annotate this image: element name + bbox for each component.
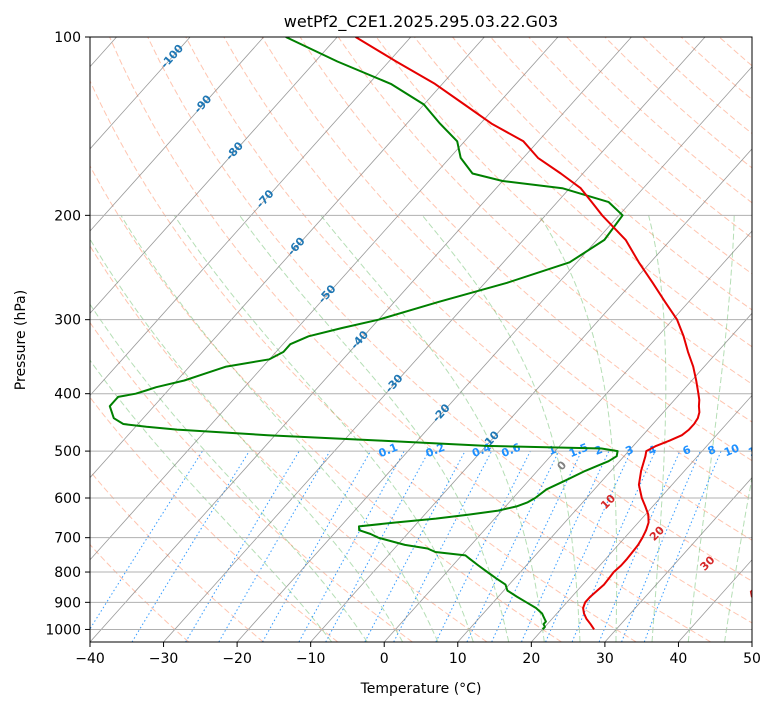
moist-adiabat-line bbox=[173, 215, 474, 642]
moist-adiabat-line bbox=[538, 215, 618, 642]
x-axis-ticks: −40 −30 −20 −10 0 10 20 30 40 50 bbox=[75, 642, 761, 667]
isotherm-line bbox=[310, 148, 752, 642]
moist-adiabat-line bbox=[239, 215, 510, 642]
dry-adiabat-line bbox=[90, 79, 637, 642]
y-tick-label: 400 bbox=[54, 387, 81, 403]
dry-adiabat-line bbox=[185, 37, 752, 582]
y-tick-label: 200 bbox=[54, 208, 81, 224]
mixing-ratio-label: 13 bbox=[746, 442, 765, 460]
plot-frame bbox=[89, 36, 753, 643]
isotherm-line bbox=[90, 37, 191, 150]
moist-adiabat-line bbox=[724, 474, 752, 642]
x-tick-label: 50 bbox=[743, 651, 761, 667]
isotherm-line bbox=[90, 37, 264, 232]
x-axis-label: Temperature (°C) bbox=[360, 681, 482, 697]
moist-adiabats bbox=[90, 214, 752, 642]
dry-adiabat-line bbox=[337, 37, 752, 423]
dewpoint-profile bbox=[108, 37, 624, 631]
x-tick-label: 40 bbox=[670, 651, 688, 667]
isotherm-line bbox=[90, 37, 412, 397]
isotherm-line bbox=[383, 230, 752, 642]
y-tick-label: 600 bbox=[54, 491, 81, 507]
moist-adiabat-line bbox=[687, 215, 735, 642]
dry-adiabat-line bbox=[90, 470, 264, 642]
isotherm-line bbox=[90, 37, 632, 642]
mixing-ratio-line bbox=[262, 450, 371, 642]
isotherm-line bbox=[90, 37, 485, 479]
moist-adiabat-line bbox=[648, 215, 667, 642]
mixing-ratio-line bbox=[571, 450, 656, 642]
y-axis-label: Pressure (hPa) bbox=[13, 290, 29, 390]
mixing-ratio-line bbox=[325, 450, 430, 642]
isotherm-line bbox=[457, 312, 752, 642]
x-tick-label: 0 bbox=[380, 651, 389, 667]
mixing-ratio-line bbox=[621, 450, 701, 642]
x-tick-label: −30 bbox=[149, 651, 179, 667]
moist-adiabat-line bbox=[120, 215, 439, 642]
mixing-ratio-line bbox=[598, 450, 681, 642]
y-tick-label: 700 bbox=[54, 531, 81, 547]
chart-title: wetPf2_C2E1.2025.295.03.22.G03 bbox=[284, 12, 558, 32]
y-tick-label: 100 bbox=[54, 30, 81, 46]
mixing-ratio-label: 8 bbox=[706, 443, 718, 458]
profiles bbox=[108, 37, 701, 631]
isotherm-line bbox=[531, 394, 752, 642]
mixing-ratio-line bbox=[545, 450, 632, 642]
mixing-ratio-line bbox=[643, 450, 722, 642]
mixing-ratio-label: 1 bbox=[546, 443, 558, 458]
dry-adiabat-line bbox=[414, 37, 752, 348]
moist-adiabat-line bbox=[90, 303, 368, 642]
isotherm-line bbox=[236, 66, 752, 642]
dry-adiabat-line bbox=[147, 37, 752, 624]
isotherm-line bbox=[163, 37, 706, 642]
isotherm-line bbox=[90, 37, 559, 561]
moist-adiabat-line bbox=[320, 214, 545, 642]
y-tick-label: 900 bbox=[54, 595, 81, 611]
isotherm-line bbox=[90, 37, 338, 314]
x-tick-label: 10 bbox=[449, 651, 467, 667]
y-tick-label: 500 bbox=[54, 444, 81, 460]
mixing-ratio-label: 10 bbox=[722, 441, 741, 459]
mixing-ratio-line bbox=[298, 450, 405, 642]
dry-adiabat-line bbox=[90, 164, 562, 642]
y-tick-label: 1000 bbox=[45, 622, 81, 638]
isotherm-line bbox=[604, 477, 752, 642]
x-tick-label: 20 bbox=[522, 651, 540, 667]
mixing-ratio-line bbox=[435, 450, 531, 642]
dry-adiabat-line bbox=[90, 244, 488, 642]
isotherms bbox=[90, 37, 752, 642]
moist-adiabat-line bbox=[421, 214, 581, 642]
moist-adiabat-label: 40 bbox=[746, 582, 766, 602]
mixing-ratio-line bbox=[90, 450, 203, 630]
y-axis-ticks: 1000 900 800 700 600 500 400 300 200 100 bbox=[45, 30, 90, 638]
temperature-profile bbox=[355, 37, 701, 630]
x-tick-label: 30 bbox=[596, 651, 614, 667]
mixing-ratio-label: 3 bbox=[623, 443, 635, 458]
x-tick-label: −40 bbox=[75, 651, 105, 667]
dry-adiabat-line bbox=[109, 37, 712, 642]
dry-adiabat-line bbox=[223, 37, 752, 541]
mixing-ratio-label: 2 bbox=[593, 443, 605, 458]
dry-adiabat-line bbox=[261, 37, 752, 501]
moist-adiabat-line bbox=[90, 359, 333, 642]
y-tick-label: 800 bbox=[54, 565, 81, 581]
moist-adiabat-line bbox=[90, 238, 404, 642]
y-tick-label: 300 bbox=[54, 313, 81, 329]
x-tick-label: −20 bbox=[222, 651, 252, 667]
x-tick-label: −10 bbox=[296, 651, 326, 667]
